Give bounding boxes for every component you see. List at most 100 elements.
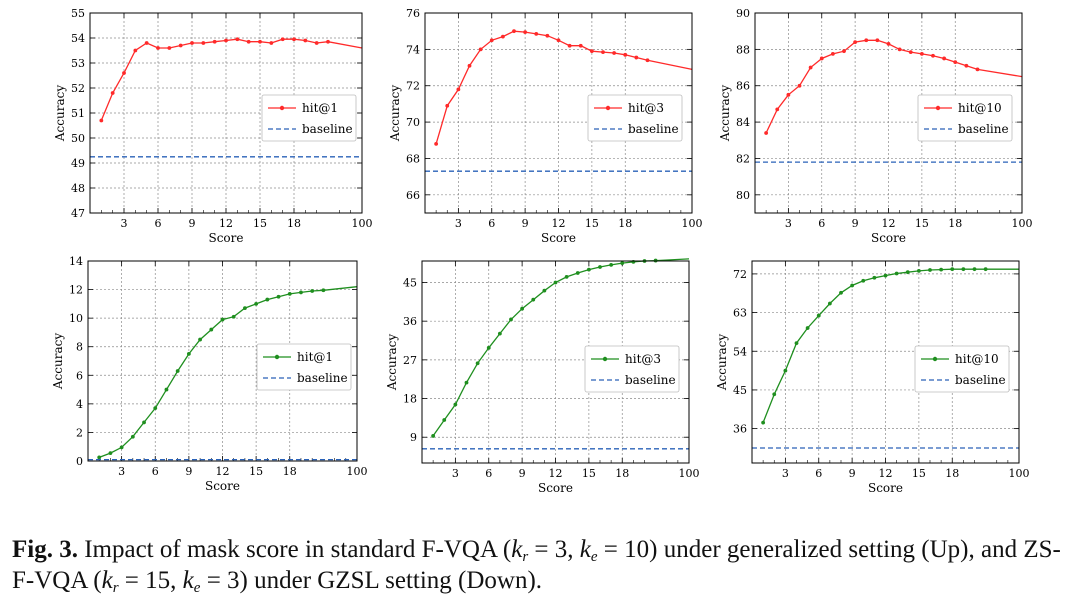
legend-label: hit@10 (955, 352, 999, 366)
data-point (842, 49, 846, 54)
y-tick-label: 84 (736, 116, 750, 129)
data-point (130, 434, 135, 439)
y-tick-label: 49 (71, 157, 85, 170)
x-tick-label: 18 (948, 217, 962, 230)
series-line-hit@1 (100, 38, 363, 121)
x-tick-label: 100 (682, 217, 703, 230)
data-point (542, 288, 547, 293)
y-axis-label: Accuracy (718, 85, 732, 142)
y-tick-label: 2 (76, 426, 83, 439)
y-tick-label: 9 (410, 431, 417, 444)
data-point (258, 39, 262, 44)
data-point (928, 268, 932, 272)
x-tick-label: 9 (852, 217, 859, 230)
x-tick-label: 100 (679, 467, 700, 480)
data-point (612, 51, 617, 55)
y-tick-label: 52 (71, 82, 85, 95)
data-point (478, 47, 483, 52)
plot-frame (424, 12, 693, 214)
y-tick-label: 8 (76, 341, 83, 354)
data-point (243, 306, 247, 311)
x-tick-label: 9 (185, 465, 192, 478)
legend-marker (932, 356, 938, 362)
legend-label: hit@3 (625, 352, 661, 366)
data-point (819, 56, 824, 61)
y-tick-label: 18 (403, 393, 417, 406)
legend-label: hit@1 (302, 101, 338, 115)
x-tick-label: 100 (352, 217, 373, 230)
x-tick-label: 6 (818, 217, 825, 230)
data-point (908, 50, 913, 54)
data-point (520, 306, 525, 311)
data-point (578, 43, 583, 48)
ke2-value: = 3 (200, 567, 240, 594)
data-point (310, 289, 315, 293)
data-point (864, 38, 869, 43)
data-point (609, 262, 614, 267)
plot-frame (754, 12, 1023, 214)
y-tick-label: 90 (736, 7, 750, 20)
data-point (190, 41, 194, 45)
legend-label: baseline (628, 122, 679, 136)
y-tick-label: 76 (406, 7, 420, 20)
data-point (875, 38, 880, 43)
x-axis-label: Score (208, 231, 243, 245)
data-point (314, 41, 319, 45)
y-tick-label: 0 (76, 455, 83, 468)
data-point (489, 38, 494, 43)
data-point (156, 46, 160, 50)
data-point (97, 455, 102, 460)
x-tick-label: 12 (216, 465, 230, 478)
data-point (431, 434, 436, 438)
series-line-hit@3 (432, 258, 690, 437)
y-tick-label: 50 (71, 132, 85, 145)
ke-value: = 10 (597, 536, 650, 563)
data-point (589, 49, 594, 54)
x-tick-label: 18 (615, 467, 629, 480)
y-tick-label: 72 (733, 268, 747, 281)
data-point (292, 37, 296, 42)
y-tick-label: 86 (736, 80, 750, 93)
data-point (119, 445, 124, 450)
data-point (872, 275, 877, 280)
ke-symbol: k (579, 536, 591, 563)
x-tick-label: 9 (849, 467, 856, 480)
data-point (280, 37, 285, 42)
data-point (545, 33, 550, 38)
x-tick-label: 3 (785, 217, 792, 230)
data-point (122, 71, 126, 75)
y-tick-label: 4 (76, 398, 83, 411)
data-point (783, 368, 788, 373)
x-axis-label: Score (205, 479, 240, 493)
plot-frame (421, 260, 690, 464)
data-point (167, 46, 172, 50)
kr-symbol: k (511, 536, 523, 563)
legend-label: hit@1 (297, 350, 333, 364)
x-tick-label: 6 (485, 467, 492, 480)
y-tick-label: 12 (69, 284, 83, 297)
legend-marker (605, 105, 611, 111)
legend-label: baseline (302, 122, 353, 136)
data-point (531, 297, 536, 302)
caption-text-2: ) under generalized setting (Up), and ZS… (12, 536, 1061, 594)
y-tick-label: 27 (403, 354, 417, 367)
x-tick-label: 100 (347, 465, 368, 478)
x-tick-label: 100 (1009, 467, 1030, 480)
x-tick-label: 12 (879, 467, 893, 480)
x-tick-label: 9 (189, 217, 196, 230)
legend-marker (935, 105, 941, 111)
data-point (110, 91, 115, 95)
kr2-symbol: k (101, 567, 113, 594)
data-point (905, 270, 910, 275)
kr2-value: = 15, (118, 567, 183, 594)
x-tick-label: 15 (249, 465, 263, 478)
data-point (164, 387, 169, 392)
data-point (467, 63, 472, 68)
figure-caption: Fig. 3. Impact of mask score in standard… (12, 534, 1074, 596)
chart-panel-1: 47 48 49 50 51 52 53 54 55 3 6 9 12 15 18 100 Score Accur… (53, 7, 373, 245)
data-point (475, 361, 480, 366)
data-point (786, 92, 791, 97)
caption-text-1: Impact of mask score in standard F-VQA ( (77, 536, 512, 563)
x-tick-label: 15 (582, 467, 596, 480)
y-tick-label: 63 (733, 307, 747, 320)
